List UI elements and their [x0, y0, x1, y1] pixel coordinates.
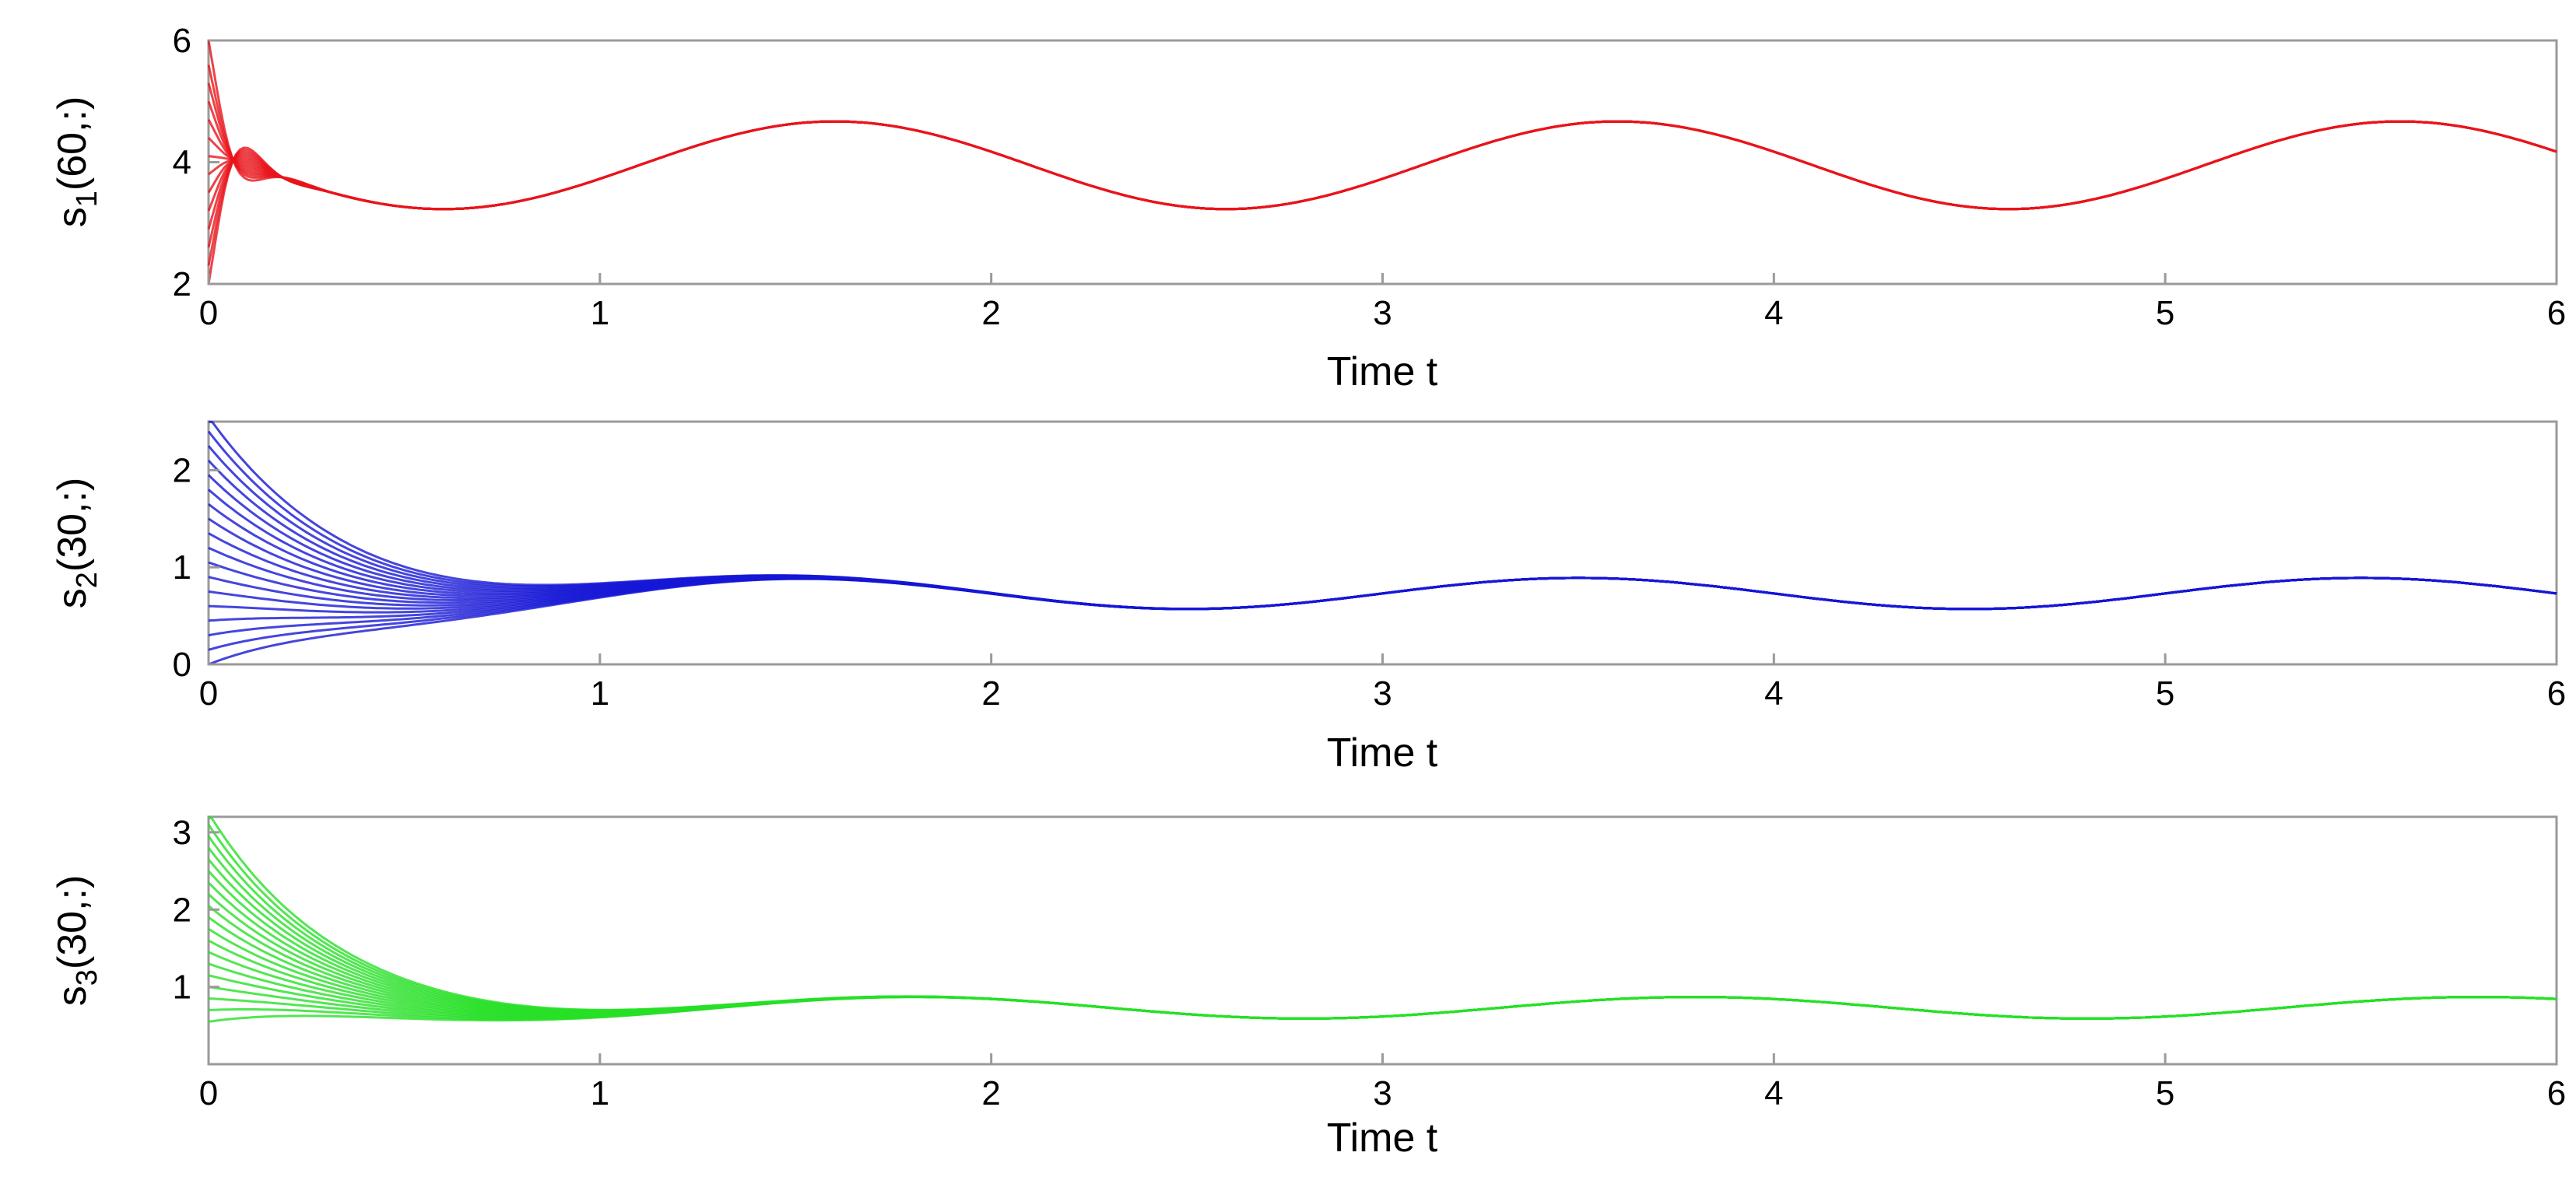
y-tick-label: 1 — [173, 969, 191, 1007]
plot-area-s1 — [207, 39, 2558, 285]
series-line-14 — [207, 40, 2557, 211]
y-axis-title-sub-s3: 3 — [71, 969, 104, 986]
x-tick-label: 4 — [1764, 674, 1783, 713]
y-axis-title-s2: s2(30,:) — [50, 478, 104, 609]
x-tick-label: 1 — [591, 674, 609, 713]
x-tick-label: 4 — [1764, 294, 1783, 332]
plot-area-s3 — [207, 815, 2558, 1066]
x-tick-label: 3 — [1373, 674, 1392, 713]
y-tick-label: 2 — [173, 265, 191, 303]
x-tick-label: 5 — [2156, 1074, 2174, 1112]
plot-area-s2 — [207, 420, 2558, 666]
y-tick-label: 0 — [173, 646, 191, 684]
x-tick-label: 0 — [199, 1074, 218, 1112]
x-tick-labels-s1: 0 1 2 3 4 5 6 — [199, 273, 2566, 332]
series-line-18 — [208, 420, 2557, 611]
x-tick-label: 4 — [1764, 1074, 1783, 1112]
x-tick-label: 0 — [199, 674, 218, 713]
y-axis-title-sub-s2: 2 — [71, 572, 104, 588]
y-tick-label: 1 — [173, 548, 191, 587]
series-group-s3 — [207, 815, 2557, 1023]
y-tick-label: 3 — [173, 814, 191, 852]
x-tick-label: 0 — [199, 294, 218, 332]
x-tick-label: 6 — [2547, 674, 2566, 713]
x-tick-label: 5 — [2156, 674, 2174, 713]
y-tick-label: 2 — [173, 891, 191, 929]
y-axis-title-tail-s3: (30,:) — [50, 875, 95, 969]
y-axis-title-tail-s1: (60,:) — [50, 96, 95, 191]
y-axis-title-main-s2: s — [50, 588, 95, 608]
x-tick-label: 2 — [981, 1074, 1000, 1112]
y-tick-labels-s3: 1 2 3 — [173, 814, 219, 1007]
x-tick-labels-s3: 0 1 2 3 4 5 6 — [199, 1053, 2566, 1112]
x-axis-title-s1: Time t — [1327, 349, 1438, 394]
y-tick-labels-s1: 2 4 6 — [173, 22, 219, 303]
x-axis-title-s2: Time t — [1327, 730, 1438, 776]
y-tick-label: 6 — [173, 22, 191, 60]
x-tick-label: 3 — [1373, 294, 1392, 332]
x-axis-title-s3: Time t — [1327, 1116, 1438, 1161]
series-group-s1 — [207, 40, 2557, 285]
x-tick-label: 1 — [591, 1074, 609, 1112]
x-tick-label: 3 — [1373, 1074, 1392, 1112]
y-axis-title-s1: s1(60,:) — [50, 96, 104, 228]
series-group-s2 — [207, 420, 2557, 666]
x-tick-label: 2 — [981, 294, 1000, 332]
x-tick-label: 6 — [2547, 1074, 2566, 1112]
series-line-19 — [208, 815, 2557, 1020]
y-axis-title-main-s1: s — [50, 207, 95, 227]
x-tick-label: 6 — [2547, 294, 2566, 332]
x-tick-label: 5 — [2156, 294, 2174, 332]
y-axis-title-main-s3: s — [50, 986, 95, 1006]
x-tick-label: 1 — [591, 294, 609, 332]
x-tick-label: 2 — [981, 674, 1000, 713]
y-axis-title-tail-s2: (30,:) — [50, 478, 95, 572]
y-tick-labels-s2: 0 1 2 — [173, 451, 219, 684]
y-axis-title-sub-s1: 1 — [71, 191, 104, 207]
x-tick-labels-s2: 0 1 2 3 4 5 6 — [199, 653, 2566, 713]
y-tick-label: 2 — [173, 451, 191, 489]
y-tick-label: 4 — [173, 144, 191, 182]
y-axis-title-s3: s3(30,:) — [50, 875, 104, 1007]
